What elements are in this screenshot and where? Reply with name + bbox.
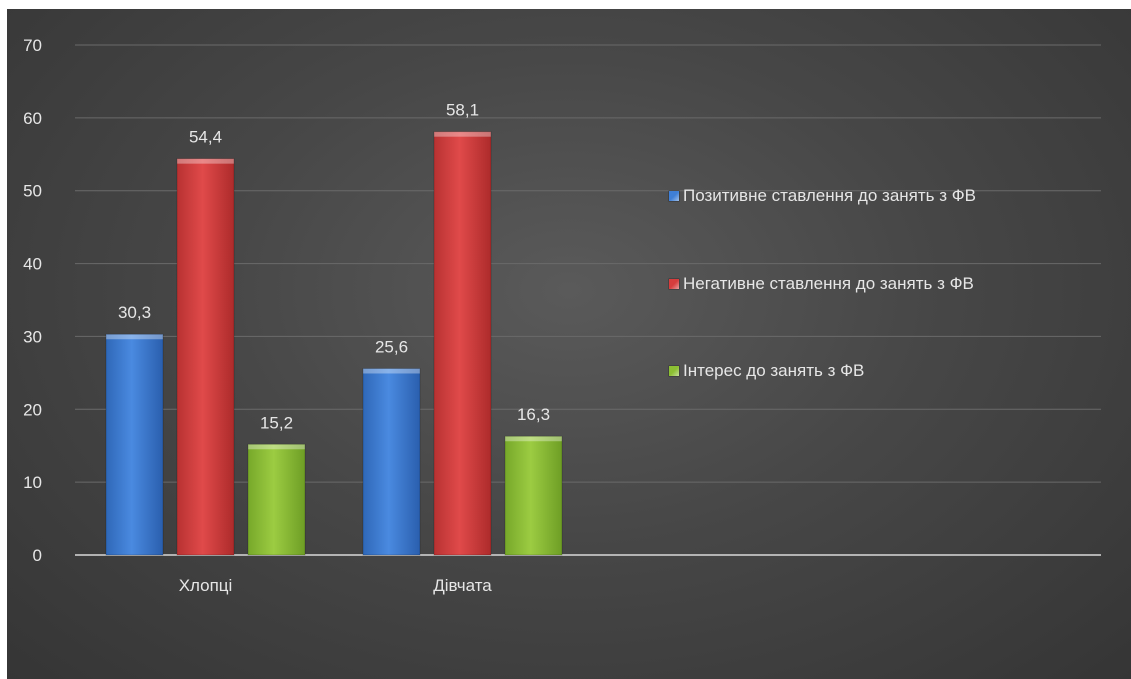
data-label: 30,3 <box>118 303 151 322</box>
bar-outline <box>433 131 492 556</box>
x-category-label: Дівчата <box>433 576 492 595</box>
y-tick-label: 10 <box>23 473 42 492</box>
bar-body <box>434 131 491 555</box>
bar-outline <box>247 443 306 556</box>
gridlines <box>75 44 1101 483</box>
legend-label-negative: Негативне ставлення до занять з ФВ <box>683 274 974 293</box>
bar-bevel <box>177 158 234 164</box>
bar-bevel <box>248 444 305 450</box>
bar-bevel <box>434 131 491 137</box>
chart-area: 0 10 20 30 40 50 60 70 30,3 54,4 15,2 25,6 58,1 16,3… <box>7 9 1131 679</box>
bar-bevel <box>505 436 562 442</box>
legend-swatch-positive <box>669 191 679 201</box>
bar-body <box>248 444 305 555</box>
bar-outline <box>176 158 235 556</box>
y-tick-label: 50 <box>23 182 42 201</box>
bar-outline <box>105 333 164 556</box>
data-label: 15,2 <box>260 413 293 432</box>
legend-swatch-negative <box>669 279 679 289</box>
data-labels: 30,3 54,4 15,2 25,6 58,1 16,3 <box>118 101 550 433</box>
y-tick-label: 0 <box>33 546 42 565</box>
data-label: 54,4 <box>189 128 222 147</box>
bar-body <box>177 158 234 555</box>
bar <box>433 131 492 556</box>
bar-body <box>363 368 420 555</box>
bar <box>362 368 421 556</box>
bar-outline <box>362 368 421 556</box>
bar-outline <box>504 435 563 556</box>
legend-label-interest: Інтерес до занять з ФВ <box>683 361 865 380</box>
data-label: 25,6 <box>375 337 408 356</box>
y-tick-label: 30 <box>23 327 42 346</box>
data-label: 16,3 <box>517 405 550 424</box>
y-tick-label: 70 <box>23 36 42 55</box>
bar-body <box>106 334 163 555</box>
data-label: 58,1 <box>446 101 479 120</box>
bar-body <box>505 436 562 555</box>
x-category-label: Хлопці <box>179 576 233 595</box>
bar <box>105 333 164 556</box>
bar <box>247 443 306 556</box>
bar <box>176 158 235 556</box>
bar-bevel <box>363 368 420 374</box>
bar <box>504 435 563 556</box>
bar-chart: 0 10 20 30 40 50 60 70 30,3 54,4 15,2 25,6 58,1 16,3… <box>23 36 1101 595</box>
legend-swatch-interest <box>669 366 679 376</box>
y-tick-label: 40 <box>23 255 42 274</box>
legend-item-negative: Негативне ставлення до занять з ФВ <box>669 273 974 295</box>
y-tick-label: 60 <box>23 109 42 128</box>
y-tick-label: 20 <box>23 400 42 419</box>
bars <box>105 131 563 556</box>
legend-label-positive: Позитивне ставлення до занять з ФВ <box>683 186 977 205</box>
bar-bevel <box>106 334 163 340</box>
legend-item-interest: Інтерес до занять з ФВ <box>669 360 864 382</box>
y-axis: 0 10 20 30 40 50 60 70 <box>23 36 1101 565</box>
legend-item-positive: Позитивне ставлення до занять з ФВ <box>669 185 976 207</box>
x-axis: Хлопці Дівчата <box>179 576 493 595</box>
